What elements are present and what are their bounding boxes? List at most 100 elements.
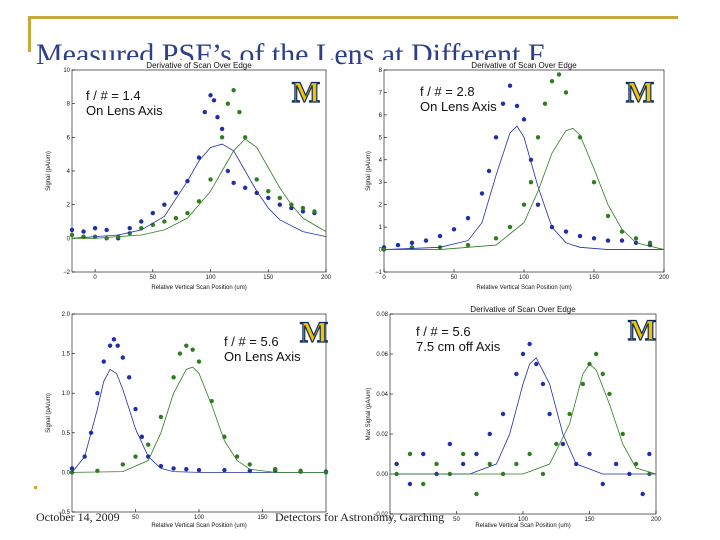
data-point-blue — [587, 451, 592, 457]
data-point-blue — [563, 229, 569, 234]
y-tick-label: 5 — [379, 135, 383, 141]
data-point-blue — [171, 466, 176, 471]
y-tick-label: 1.0 — [62, 391, 71, 397]
y-tick-label: −2 — [63, 270, 71, 276]
data-point-blue — [394, 461, 399, 467]
x-tick-label: 50 — [132, 515, 139, 521]
y-tick-label: 0.5 — [62, 431, 71, 437]
data-point-blue — [640, 491, 645, 497]
data-point-green — [487, 461, 492, 467]
y-tick-label: −0.02 — [373, 512, 389, 518]
footer-bullet — [34, 486, 37, 489]
data-point-blue — [527, 341, 532, 347]
x-tick-label: 200 — [659, 275, 670, 281]
data-point-green — [298, 468, 303, 474]
fit-line-blue — [390, 357, 656, 475]
data-point-blue — [126, 375, 132, 380]
data-point-green — [580, 381, 586, 387]
data-point-green — [247, 462, 252, 467]
data-point-blue — [127, 226, 132, 231]
data-point-blue — [231, 180, 236, 185]
data-point-green — [542, 101, 548, 106]
data-point-green — [591, 180, 597, 185]
data-point-blue — [184, 467, 189, 472]
y-tick-label: 0.02 — [376, 432, 388, 438]
title-frame-left — [28, 16, 31, 52]
y-tick-label: 8 — [67, 102, 71, 108]
annotation-line: f / # = 5.6 — [224, 334, 279, 349]
data-point-blue — [92, 226, 98, 231]
x-tick-label: 200 — [651, 517, 662, 523]
data-point-blue — [266, 195, 271, 201]
data-point-green — [162, 219, 167, 224]
data-point-green — [633, 236, 639, 241]
data-point-blue — [101, 359, 106, 364]
data-point-blue — [254, 190, 259, 196]
annotation-line: f / # = 1.4 — [86, 88, 141, 103]
data-point-blue — [560, 441, 566, 447]
data-point-green — [556, 72, 562, 77]
data-point-blue — [547, 411, 552, 417]
data-point-green — [465, 242, 471, 248]
data-point-green — [493, 236, 499, 241]
data-point-blue — [577, 233, 583, 239]
data-point-blue — [447, 441, 453, 447]
x-tick-label: 0 — [388, 517, 392, 523]
data-point-blue — [196, 155, 202, 160]
data-point-green — [460, 451, 466, 457]
y-tick-label: 4 — [379, 158, 383, 164]
x-tick-label: 150 — [263, 275, 274, 281]
y-tick-label: 0.04 — [376, 392, 388, 398]
data-point-blue — [465, 215, 471, 221]
data-point-blue — [460, 461, 466, 467]
data-point-blue — [520, 351, 526, 357]
data-point-blue — [591, 236, 597, 241]
x-tick-label: 150 — [589, 275, 600, 281]
data-point-blue — [162, 202, 167, 207]
annotation-line: On Lens Axis — [86, 103, 163, 118]
data-point-green — [407, 451, 413, 457]
y-axis-label: Signal (pA/um) — [46, 151, 52, 191]
x-tick-label: 100 — [519, 275, 530, 281]
data-point-green — [620, 431, 625, 437]
data-point-green — [521, 202, 527, 207]
y-tick-label: 6 — [67, 135, 71, 141]
data-point-green — [104, 236, 109, 241]
university-logo: M — [292, 76, 320, 109]
data-point-green — [231, 88, 236, 93]
data-point-blue — [95, 391, 100, 396]
data-point-blue — [423, 238, 429, 243]
x-tick-label: 100 — [518, 517, 529, 523]
data-point-blue — [215, 114, 220, 120]
data-point-green — [619, 229, 625, 234]
fit-line-green — [71, 366, 326, 473]
data-point-green — [69, 232, 75, 238]
data-point-green — [607, 391, 612, 397]
university-logo: M — [300, 316, 328, 349]
data-point-blue — [486, 168, 492, 174]
data-point-blue — [613, 461, 619, 467]
data-point-blue — [139, 434, 145, 439]
data-point-green — [421, 481, 426, 487]
data-point-blue — [277, 202, 283, 207]
footer-event: Detectors for Astronomy, Garching — [275, 510, 445, 524]
y-tick-label: 6 — [379, 113, 383, 119]
data-point-blue — [158, 463, 164, 469]
data-point-green — [312, 209, 317, 214]
x-axis-label: Relative Vertical Scan Position (um) — [151, 285, 246, 291]
data-point-green — [196, 199, 202, 204]
data-point-blue — [139, 219, 144, 224]
y-tick-label: −1 — [375, 270, 383, 276]
y-tick-label: 4 — [67, 169, 71, 175]
x-tick-label: 0 — [382, 275, 386, 281]
data-point-blue — [521, 117, 527, 122]
x-tick-label: 50 — [451, 275, 458, 281]
data-point-green — [208, 177, 213, 182]
data-point-blue — [514, 103, 520, 109]
annotation-line: On Lens Axis — [420, 99, 497, 114]
y-tick-label: 0.06 — [376, 352, 388, 358]
y-tick-label: 0.00 — [376, 472, 388, 478]
data-point-blue — [600, 481, 605, 487]
fit-line-blue — [71, 143, 327, 239]
